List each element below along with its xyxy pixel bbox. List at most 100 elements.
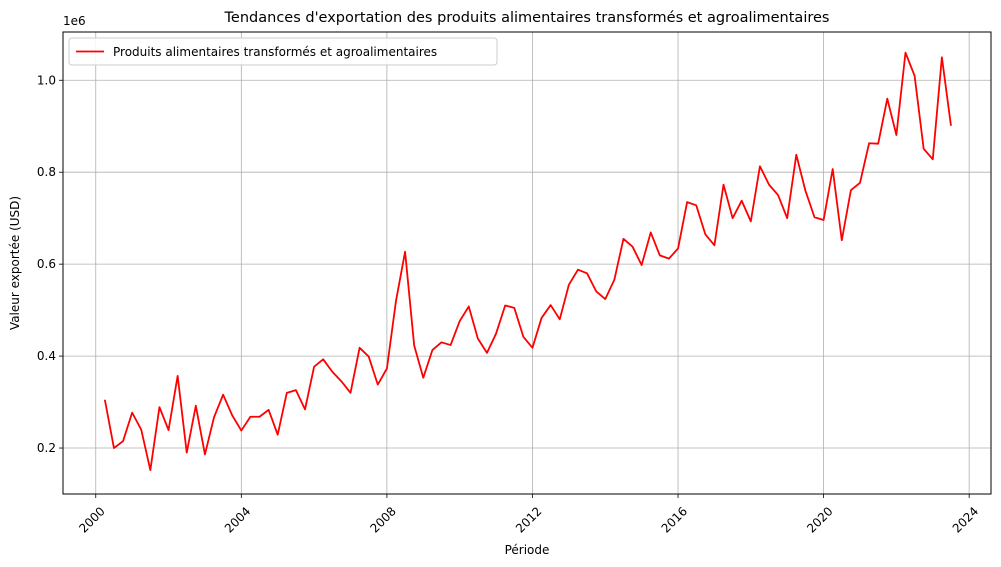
data-point bbox=[268, 409, 270, 411]
legend-label: Produits alimentaires transformés et agr… bbox=[113, 45, 437, 59]
data-point bbox=[431, 349, 433, 351]
data-point bbox=[859, 182, 861, 184]
data-point bbox=[941, 56, 943, 58]
y-tick-label: 0.2 bbox=[37, 441, 56, 455]
data-point bbox=[504, 305, 506, 307]
data-point bbox=[841, 239, 843, 241]
data-point bbox=[668, 258, 670, 260]
data-point bbox=[322, 358, 324, 360]
data-point bbox=[622, 238, 624, 240]
data-point bbox=[750, 220, 752, 222]
data-point bbox=[786, 217, 788, 219]
data-point bbox=[777, 194, 779, 196]
data-point bbox=[158, 406, 160, 408]
x-tick-label: 2000 bbox=[76, 504, 107, 535]
axis-ticks: 2000 2004 2008 2012 2016 2020 2024 0.2 0.4 0.6 0.8… bbox=[37, 73, 981, 535]
data-point bbox=[204, 453, 206, 455]
data-point bbox=[249, 416, 251, 418]
y-scale-offset-label: 1e6 bbox=[63, 14, 86, 28]
x-tick-label: 2016 bbox=[659, 504, 690, 535]
data-point bbox=[932, 158, 934, 160]
data-point bbox=[149, 469, 151, 471]
data-point bbox=[195, 405, 197, 407]
y-axis-title: Valeur exportée (USD) bbox=[8, 196, 22, 330]
data-point bbox=[222, 394, 224, 396]
data-point bbox=[131, 412, 133, 414]
data-point bbox=[468, 305, 470, 307]
data-point bbox=[650, 231, 652, 233]
data-point bbox=[168, 429, 170, 431]
data-point bbox=[386, 368, 388, 370]
data-point bbox=[950, 125, 952, 127]
data-point bbox=[286, 392, 288, 394]
data-point bbox=[541, 317, 543, 319]
data-point bbox=[240, 430, 242, 432]
data-point bbox=[359, 347, 361, 349]
data-point bbox=[814, 216, 816, 218]
data-point bbox=[768, 184, 770, 186]
x-tick-label: 2020 bbox=[804, 504, 835, 535]
data-point bbox=[895, 134, 897, 136]
legend: Produits alimentaires transformés et agr… bbox=[68, 37, 498, 66]
data-point bbox=[795, 154, 797, 156]
data-point bbox=[604, 298, 606, 300]
data-point bbox=[832, 168, 834, 170]
data-point bbox=[713, 244, 715, 246]
data-point bbox=[213, 416, 215, 418]
data-point bbox=[295, 389, 297, 391]
series-layer bbox=[103, 51, 952, 472]
data-point bbox=[368, 356, 370, 358]
data-point bbox=[886, 98, 888, 100]
data-point bbox=[459, 320, 461, 322]
data-point bbox=[104, 399, 106, 401]
data-point bbox=[113, 447, 115, 449]
data-point bbox=[495, 333, 497, 335]
data-point bbox=[759, 165, 761, 167]
data-point bbox=[531, 347, 533, 349]
y-tick-label: 0.8 bbox=[37, 165, 56, 179]
data-point bbox=[277, 434, 279, 436]
x-tick-label: 2024 bbox=[950, 504, 981, 535]
x-tick-label: 2004 bbox=[222, 504, 253, 535]
data-point bbox=[313, 366, 315, 368]
y-tick-label: 0.6 bbox=[37, 257, 56, 271]
data-point bbox=[231, 414, 233, 416]
data-point bbox=[595, 290, 597, 292]
y-tick-label: 0.4 bbox=[37, 349, 56, 363]
data-point bbox=[586, 272, 588, 274]
chart-title: Tendances d'exportation des produits ali… bbox=[224, 10, 830, 26]
x-tick-label: 2008 bbox=[367, 504, 398, 535]
data-point bbox=[923, 148, 925, 150]
data-point bbox=[186, 452, 188, 454]
data-point bbox=[350, 392, 352, 394]
data-point bbox=[450, 344, 452, 346]
data-point bbox=[259, 416, 261, 418]
data-point bbox=[804, 190, 806, 192]
data-point bbox=[577, 269, 579, 271]
data-point bbox=[850, 189, 852, 191]
data-point bbox=[331, 371, 333, 373]
data-point bbox=[340, 380, 342, 382]
data-point bbox=[559, 318, 561, 320]
data-point bbox=[823, 219, 825, 221]
data-point bbox=[677, 248, 679, 250]
series-line bbox=[103, 51, 952, 472]
data-point bbox=[704, 233, 706, 235]
data-point bbox=[904, 52, 906, 54]
data-point bbox=[395, 300, 397, 302]
data-point bbox=[422, 377, 424, 379]
data-point bbox=[513, 307, 515, 309]
data-point bbox=[641, 264, 643, 266]
x-tick-label: 2012 bbox=[513, 504, 544, 535]
x-axis-title: Période bbox=[505, 543, 550, 557]
data-point bbox=[695, 204, 697, 206]
data-point bbox=[914, 75, 916, 77]
data-point bbox=[568, 284, 570, 286]
data-point bbox=[659, 254, 661, 256]
data-point bbox=[522, 336, 524, 338]
data-point bbox=[140, 429, 142, 431]
data-point bbox=[877, 143, 879, 145]
data-point bbox=[486, 352, 488, 354]
data-point bbox=[741, 200, 743, 202]
